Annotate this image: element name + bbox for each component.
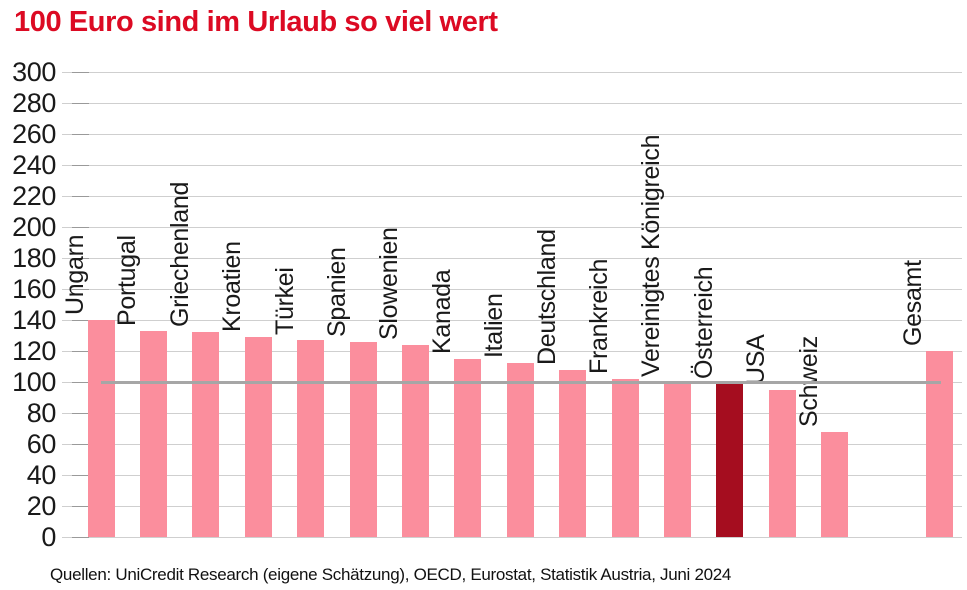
y-axis-tick-220: [72, 195, 89, 197]
y-axis-tick-20: [72, 505, 89, 507]
y-tick-label-80: 80: [26, 398, 57, 428]
y-axis-tick-140: [72, 319, 89, 321]
bar--sterreich: [716, 383, 744, 537]
bar-label-usa: USA: [742, 334, 771, 385]
y-tick-label-20: 20: [26, 491, 57, 521]
bar-kroatien: [244, 337, 272, 537]
y-tick-label-160: 160: [12, 274, 56, 304]
gridline-280: [62, 102, 962, 104]
bar-kanada: [454, 358, 482, 537]
bar-portugal: [139, 330, 167, 537]
bar-label-t-rkei: Türkei: [270, 267, 299, 336]
gridline-180: [62, 257, 962, 259]
bar-label-ungarn: Ungarn: [61, 234, 89, 315]
y-axis-tick-180: [72, 257, 89, 259]
y-tick-label-100: 100: [12, 367, 56, 397]
y-tick-label-240: 240: [12, 150, 56, 180]
bar-italien: [506, 363, 534, 537]
gridline-200: [62, 226, 962, 228]
y-axis-tick-40: [72, 474, 89, 476]
bar-label-spanien: Spanien: [323, 247, 351, 337]
bar-ungarn: [87, 320, 115, 537]
bar-label-frankreich: Frankreich: [585, 258, 613, 374]
reference-line-100: [101, 380, 942, 384]
bar-usa: [768, 389, 796, 537]
y-axis-tick-120: [72, 350, 89, 352]
bar-label-kroatien: Kroatien: [218, 241, 247, 333]
bar-frankreich: [611, 378, 639, 537]
y-axis-tick-0: [72, 536, 89, 538]
bar-label-deutschland: Deutschland: [532, 228, 561, 365]
y-tick-label-120: 120: [12, 336, 56, 366]
y-tick-label-40: 40: [26, 460, 57, 490]
y-axis-tick-300: [72, 71, 89, 73]
y-axis-tick-240: [72, 164, 89, 166]
gridline-160: [62, 288, 962, 290]
bar-deutschland: [559, 369, 587, 537]
y-axis-tick-200: [72, 226, 89, 228]
y-tick-label-280: 280: [12, 88, 56, 118]
gridline-140: [62, 319, 962, 321]
y-tick-label-200: 200: [12, 212, 56, 242]
y-axis-tick-260: [72, 133, 89, 135]
bar-label-vereinigtes-k-nigreich: Vereinigtes Königreich: [637, 134, 666, 377]
gridline-300: [62, 71, 962, 73]
gridline-220: [62, 195, 962, 197]
bar-schweiz: [821, 431, 849, 537]
y-tick-label-140: 140: [12, 305, 56, 335]
plot-area: Ungarn Portugal Griechenland Kroatien Türkei…: [61, 71, 962, 538]
bar-label-portugal: Portugal: [113, 235, 142, 326]
y-tick-label-0: 0: [41, 522, 56, 552]
bar-spanien: [349, 341, 377, 537]
bar-label-gesamt: Gesamt: [899, 260, 928, 346]
y-tick-label-300: 300: [12, 57, 56, 87]
bar-t-rkei: [297, 340, 325, 537]
y-axis-tick-160: [72, 288, 89, 290]
bar-label-italien: Italien: [480, 293, 509, 359]
bar-label-griechenland: Griechenland: [165, 182, 194, 328]
bar-griechenland: [192, 332, 220, 537]
y-axis-tick-280: [72, 102, 89, 104]
y-tick-label-260: 260: [12, 119, 56, 149]
y-axis-tick-80: [72, 412, 89, 414]
y-tick-label-60: 60: [26, 429, 57, 459]
gridline-260: [62, 133, 962, 135]
chart-title: 100 Euro sind im Urlaub so viel wert: [14, 6, 498, 38]
bar-label-kanada: Kanada: [427, 269, 456, 354]
source-caption: Quellen: UniCredit Research (eigene Schä…: [50, 565, 732, 584]
bar-label--sterreich: Österreich: [689, 266, 718, 379]
y-tick-label-180: 180: [12, 243, 56, 273]
bar-label-slowenien: Slowenien: [375, 227, 404, 340]
bar-vereinigtes-k-nigreich: [663, 382, 691, 537]
bar-gesamt: [925, 351, 953, 537]
y-axis-tick-100: [72, 381, 89, 383]
y-tick-label-220: 220: [12, 181, 56, 211]
bar-slowenien: [401, 344, 429, 537]
gridline-240: [62, 164, 962, 166]
y-axis-tick-60: [72, 443, 89, 445]
gridline-0: [62, 536, 962, 538]
gridline-120: [62, 350, 962, 352]
